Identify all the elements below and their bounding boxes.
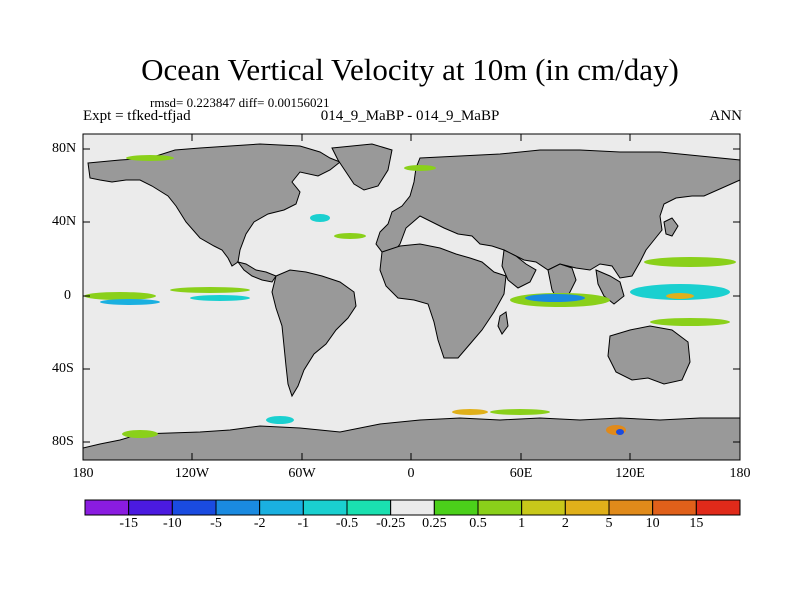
colorbar-box-0	[84, 499, 130, 516]
colorbar-label: 2	[561, 516, 569, 531]
colorbar-label: 15	[689, 516, 704, 531]
land-arabia	[501, 249, 537, 289]
colorbar-box-9	[477, 499, 523, 516]
patch-antarctic-blue	[616, 429, 624, 435]
colorbar-box-10	[521, 499, 566, 516]
colorbar-label: -10	[162, 516, 182, 531]
lon-label-60e: 60E	[509, 466, 533, 481]
colorbar-label: 0.5	[469, 516, 487, 531]
colorbar-label: -1	[297, 516, 310, 531]
patch-pacific-yellow	[666, 293, 694, 299]
lon-label-180e: 180	[729, 466, 751, 481]
patch-southern-orange	[452, 409, 488, 415]
patch-atlantic-green	[334, 233, 366, 239]
lon-label-0: 0	[407, 466, 415, 481]
colorbar-label: 1	[518, 516, 526, 531]
lat-label-0: 0	[64, 288, 71, 303]
lon-label-120w: 120W	[174, 466, 210, 481]
colorbar-label: -15	[119, 516, 138, 531]
patch-north-atlantic-green	[404, 165, 436, 171]
lat-label-40n: 40N	[52, 214, 77, 229]
colorbar-box-11	[564, 499, 610, 516]
land-south-america	[271, 269, 357, 398]
colorbar-box-13	[652, 499, 697, 516]
patch-tropical-green-2	[170, 287, 250, 293]
colorbar	[84, 499, 741, 516]
land-madagascar	[497, 311, 509, 335]
land-north-america	[87, 143, 341, 267]
colorbar-box-8	[433, 499, 479, 516]
patch-pacific-green-2	[650, 318, 730, 326]
colorbar-box-12	[608, 499, 654, 516]
experiment-label: Expt = tfked-tfjad	[83, 108, 191, 124]
patch-pacific-cyan	[630, 284, 730, 300]
patch-indian-blue	[525, 294, 585, 302]
colorbar-label: -0.25	[376, 516, 406, 531]
colorbar-box-3	[215, 499, 261, 516]
land-australia	[607, 325, 691, 385]
lon-label-60w: 60W	[288, 466, 316, 481]
colorbar-label: -2	[253, 516, 266, 531]
patch-north-green	[126, 155, 174, 161]
lat-label-80s: 80S	[52, 434, 74, 449]
colorbar-label: -0.5	[335, 516, 359, 531]
colorbar-label: 0.25	[422, 516, 447, 531]
land-se-asia	[595, 269, 625, 305]
lon-label-180w: 180	[72, 466, 94, 481]
patch-southern-cyan	[266, 416, 294, 424]
lat-ticks	[83, 148, 740, 443]
stats-text: rmsd= 0.223847 diff= 0.00156021	[150, 95, 330, 110]
land-greenland	[331, 143, 393, 191]
colorbar-box-5	[302, 499, 348, 516]
colorbar-box-1	[128, 499, 173, 516]
colorbar-box-7	[390, 499, 435, 516]
land-central-america	[236, 261, 277, 283]
colorbar-label: -5	[210, 516, 222, 531]
map-title: Ocean Vertical Velocity at 10m (in cm/da…	[141, 52, 679, 87]
colorbar-box-14	[695, 499, 741, 516]
colorbar-label: 5	[605, 516, 613, 531]
patch-tropical-green	[84, 292, 156, 300]
patch-south-green	[122, 430, 158, 438]
land-japan	[663, 217, 679, 237]
lon-label-120e: 120E	[615, 466, 645, 481]
colorbar-box-4	[259, 499, 304, 516]
comparison-label: 014_9_MaBP - 014_9_MaBP	[320, 108, 500, 124]
anomaly-patches	[84, 155, 736, 438]
colorbar-label: 10	[645, 516, 660, 531]
land-africa	[379, 243, 507, 359]
patch-southern-green	[490, 409, 550, 415]
patch-pacific-green	[644, 257, 736, 267]
period-label: ANN	[709, 108, 743, 124]
colorbar-box-6	[346, 499, 392, 516]
lon-ticks	[191, 134, 631, 460]
lat-label-80n: 80N	[52, 141, 77, 156]
patch-tropical-cyan	[100, 299, 160, 305]
lat-label-40s: 40S	[52, 361, 74, 376]
patch-tropical-cyan-2	[190, 295, 250, 301]
patch-atlantic-cyan	[310, 214, 330, 222]
colorbar-box-2	[171, 499, 217, 516]
